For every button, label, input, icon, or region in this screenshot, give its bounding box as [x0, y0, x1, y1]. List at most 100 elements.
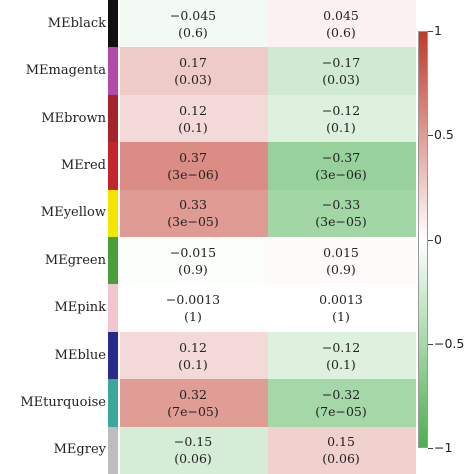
cell-annotation: 0.32 (7e−05): [120, 386, 266, 420]
colorbar-tick: [428, 240, 433, 241]
p-value: (0.06): [322, 451, 360, 467]
cell-annotation: 0.015 (0.9): [268, 244, 414, 278]
colorbar-tick-label: −1: [434, 440, 453, 455]
correlation-value: 0.0013: [319, 292, 363, 308]
heatmap-cell: [120, 426, 268, 474]
cell-annotation: 0.12 (0.1): [120, 102, 266, 136]
p-value: (0.6): [178, 24, 208, 40]
p-value: (1): [184, 309, 202, 325]
correlation-value: −0.12: [321, 339, 361, 355]
swatch-divider: [118, 94, 120, 143]
module-swatch: [108, 426, 118, 474]
module-swatch: [108, 0, 118, 48]
correlation-value: −0.045: [169, 7, 217, 23]
heatmap-cell: [268, 0, 416, 48]
colorbar-tick: [428, 344, 433, 345]
p-value: (0.03): [322, 72, 360, 88]
heatmap-cell: [268, 142, 416, 191]
swatch-divider: [118, 189, 120, 238]
correlation-value: −0.17: [321, 55, 361, 71]
p-value: (3e−06): [167, 166, 219, 182]
cell-annotation: −0.045 (0.6): [120, 7, 266, 41]
row-label: MEpink: [54, 300, 106, 316]
correlation-value: 0.045: [323, 7, 359, 23]
p-value: (7e−05): [167, 403, 219, 419]
colorbar-tick-label: −0.5: [434, 336, 465, 351]
heatmap-cell: [120, 284, 268, 333]
p-value: (0.6): [326, 24, 356, 40]
swatch-divider: [118, 0, 120, 48]
cell-annotation: −0.12 (0.1): [268, 102, 414, 136]
heatmap-cell: [268, 237, 416, 285]
row-label: MEblack: [47, 15, 106, 31]
module-swatch: [108, 94, 118, 143]
p-value: (1): [332, 309, 350, 325]
module-swatch: [108, 331, 118, 380]
cell-annotation: 0.15 (0.06): [268, 433, 414, 467]
correlation-value: −0.32: [321, 386, 361, 402]
cell-annotation: −0.12 (0.1): [268, 339, 414, 373]
p-value: (0.1): [326, 356, 356, 372]
module-swatch: [108, 47, 118, 96]
heatmap-cell: [268, 284, 416, 333]
colorbar-tick-label: 0.5: [434, 127, 454, 142]
cell-annotation: 0.17 (0.03): [120, 54, 266, 88]
correlation-value: −0.33: [321, 197, 361, 213]
correlation-value: 0.37: [179, 149, 207, 165]
p-value: (3e−05): [315, 214, 367, 230]
heatmap-cell: [120, 189, 268, 238]
p-value: (7e−05): [315, 403, 367, 419]
cell-annotation: −0.17 (0.03): [268, 54, 414, 88]
correlation-value: −0.15: [173, 434, 213, 450]
heatmap-cell: [268, 331, 416, 380]
row-label: MEgrey: [53, 442, 106, 458]
colorbar-tick: [428, 448, 433, 449]
heatmap-cell: [268, 379, 416, 428]
heatmap-cell: [120, 331, 268, 380]
heatmap-cell: [268, 189, 416, 238]
cell-annotation: 0.37 (3e−06): [120, 149, 266, 183]
heatmap-cell: [120, 94, 268, 143]
p-value: (0.1): [178, 356, 208, 372]
heatmap-cell: [120, 142, 268, 191]
row-label: MEyellow: [40, 205, 106, 221]
colorbar-tick: [428, 135, 433, 136]
cell-annotation: 0.045 (0.6): [268, 7, 414, 41]
swatch-divider: [118, 142, 120, 191]
p-value: (0.06): [174, 451, 212, 467]
colorbar-tick-label: 1: [434, 23, 442, 38]
heatmap-cell: [120, 379, 268, 428]
row-label: MEbrown: [41, 110, 106, 126]
module-swatch: [108, 142, 118, 191]
module-swatch: [108, 379, 118, 428]
colorbar-tick-label: 0: [434, 232, 442, 247]
p-value: (3e−05): [167, 214, 219, 230]
colorbar: [418, 31, 428, 448]
colorbar-tick: [428, 31, 433, 32]
correlation-value: 0.015: [323, 244, 359, 260]
correlation-value: 0.33: [179, 197, 207, 213]
swatch-divider: [118, 426, 120, 474]
correlation-value: 0.12: [179, 339, 207, 355]
swatch-divider: [118, 237, 120, 285]
module-swatch: [108, 189, 118, 238]
correlation-value: 0.15: [327, 434, 355, 450]
row-label: MEred: [60, 157, 106, 173]
p-value: (3e−06): [315, 166, 367, 182]
cell-annotation: −0.15 (0.06): [120, 433, 266, 467]
cell-annotation: −0.32 (7e−05): [268, 386, 414, 420]
p-value: (0.03): [174, 72, 212, 88]
heatmap-cell: [120, 237, 268, 285]
correlation-value: −0.12: [321, 102, 361, 118]
correlation-value: 0.32: [179, 386, 207, 402]
correlation-value: −0.015: [169, 244, 217, 260]
row-label: MEgreen: [44, 252, 106, 268]
cell-annotation: −0.37 (3e−06): [268, 149, 414, 183]
cell-annotation: 0.12 (0.1): [120, 339, 266, 373]
p-value: (0.9): [178, 261, 208, 277]
module-swatch: [108, 237, 118, 285]
swatch-divider: [118, 331, 120, 380]
swatch-divider: [118, 47, 120, 96]
heatmap-cell: [268, 94, 416, 143]
